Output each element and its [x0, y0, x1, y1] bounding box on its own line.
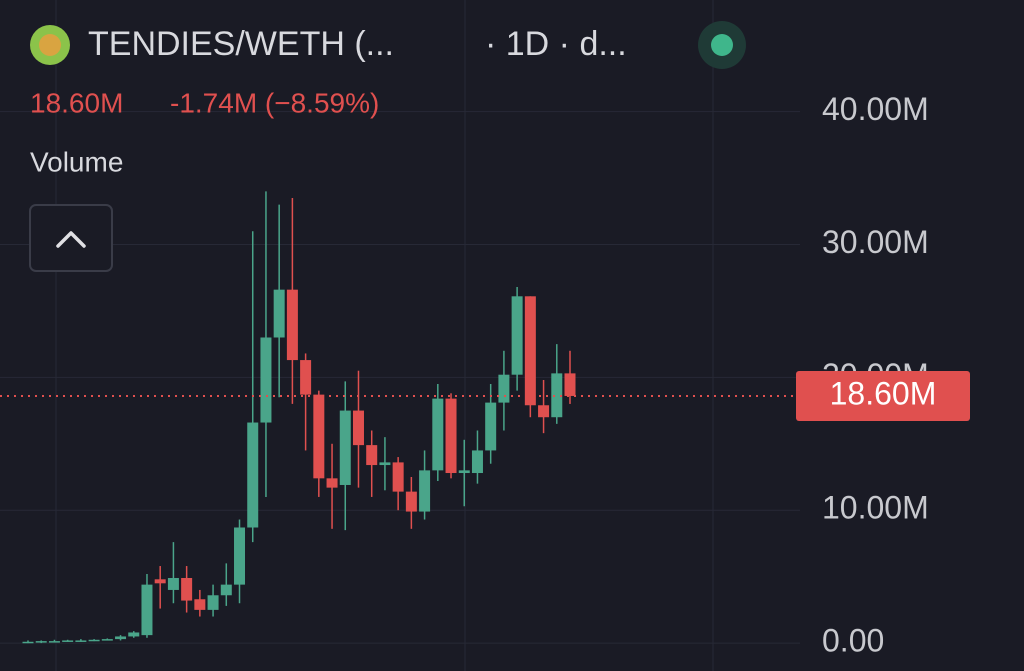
candle-body — [35, 641, 47, 643]
y-tick-label: 10.00M — [822, 490, 929, 526]
candle-body — [75, 640, 87, 642]
button-frame[interactable] — [29, 204, 113, 272]
y-tick-label: 40.00M — [822, 91, 929, 127]
candle-body — [154, 579, 166, 584]
candle-body — [511, 296, 523, 375]
candle-body — [234, 527, 246, 585]
indicator-label: Volume — [30, 146, 123, 177]
candle-body — [48, 641, 60, 643]
candle-body — [194, 599, 206, 610]
y-tick-label: 0.00 — [822, 623, 884, 659]
candle-body — [352, 410, 364, 446]
candle-body — [88, 639, 100, 642]
interval: · 1D · d... — [485, 25, 627, 63]
candle-body — [524, 296, 536, 406]
candle-body — [445, 398, 457, 474]
candle-body — [115, 636, 127, 640]
candle-body — [379, 462, 391, 466]
candle-body — [498, 374, 510, 403]
candle-body — [167, 577, 179, 590]
change-value: -1.74M (−8.59%) — [170, 87, 379, 118]
last-value: 18.60M — [30, 87, 123, 118]
candle-body — [260, 337, 272, 423]
candle-body — [22, 641, 34, 644]
candle-body — [564, 373, 576, 396]
candle-body — [392, 462, 404, 492]
plot — [0, 191, 796, 644]
candle-body — [128, 632, 140, 637]
candle-body — [101, 639, 113, 641]
y-tick-label: 30.00M — [822, 224, 929, 260]
candle-body — [405, 491, 417, 512]
candle-body — [300, 360, 312, 395]
last-price-label: 18.60M — [830, 375, 937, 411]
candle-body — [220, 584, 232, 596]
candle-body — [286, 289, 298, 361]
candle-body — [207, 595, 219, 610]
collapse-button[interactable] — [29, 204, 113, 272]
candle-body — [313, 394, 325, 479]
token-icon-inner — [39, 34, 61, 56]
candle-body — [141, 584, 153, 636]
candle-body — [273, 289, 285, 338]
candle-body — [62, 640, 74, 642]
pair-title: TENDIES/WETH (... — [88, 25, 394, 63]
candle-body — [538, 405, 550, 418]
candle-body — [458, 470, 470, 474]
candle-body — [181, 577, 193, 601]
grid — [0, 0, 800, 671]
last-price-box — [796, 370, 970, 421]
candle-body — [485, 402, 497, 451]
status-dot — [711, 34, 733, 56]
candle-body — [419, 470, 431, 512]
candle-body — [366, 445, 378, 466]
candle-body — [339, 410, 351, 485]
chevron-up[interactable] — [56, 231, 86, 248]
candle-body — [432, 398, 444, 471]
candle-body — [471, 450, 483, 474]
candle-body — [247, 422, 259, 528]
candle-body — [326, 478, 338, 488]
candle-body — [551, 373, 563, 418]
